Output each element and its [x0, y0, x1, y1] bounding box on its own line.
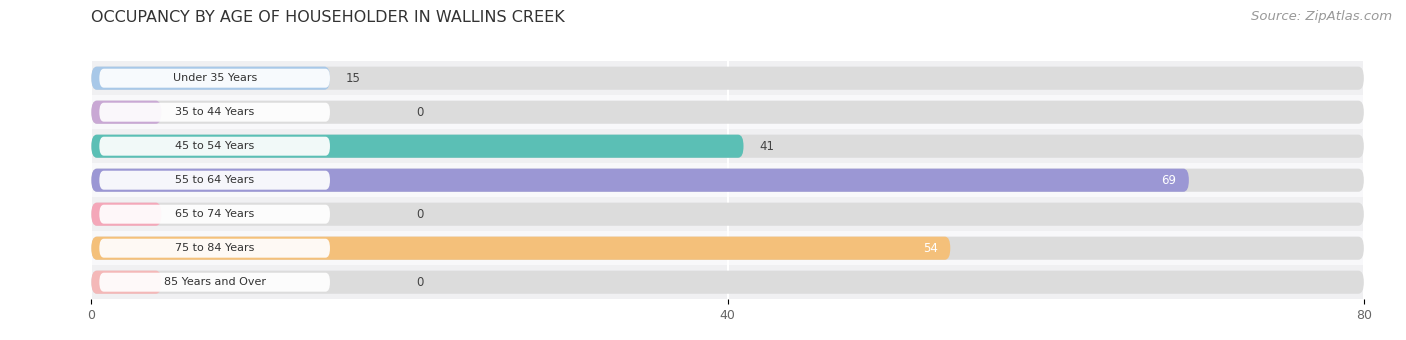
FancyBboxPatch shape — [91, 237, 1364, 260]
Text: 15: 15 — [346, 72, 361, 85]
FancyBboxPatch shape — [100, 239, 330, 258]
FancyBboxPatch shape — [100, 273, 330, 292]
Text: 69: 69 — [1161, 174, 1177, 187]
FancyBboxPatch shape — [100, 171, 330, 190]
FancyBboxPatch shape — [91, 67, 1364, 90]
Text: Source: ZipAtlas.com: Source: ZipAtlas.com — [1251, 10, 1392, 23]
Text: 41: 41 — [759, 140, 775, 153]
Bar — [91, 95, 1364, 129]
FancyBboxPatch shape — [91, 237, 950, 260]
Text: 35 to 44 Years: 35 to 44 Years — [174, 107, 254, 117]
Text: 0: 0 — [416, 276, 423, 289]
Text: 65 to 74 Years: 65 to 74 Years — [174, 209, 254, 219]
Bar — [91, 231, 1364, 265]
FancyBboxPatch shape — [91, 271, 1364, 294]
Bar — [91, 265, 1364, 299]
FancyBboxPatch shape — [91, 67, 330, 90]
Text: 54: 54 — [922, 242, 938, 255]
Bar — [91, 129, 1364, 163]
FancyBboxPatch shape — [100, 103, 330, 122]
FancyBboxPatch shape — [91, 203, 162, 226]
Bar — [91, 61, 1364, 95]
FancyBboxPatch shape — [91, 169, 1189, 192]
FancyBboxPatch shape — [91, 101, 1364, 124]
Text: 55 to 64 Years: 55 to 64 Years — [176, 175, 254, 185]
FancyBboxPatch shape — [91, 135, 744, 158]
Bar — [91, 197, 1364, 231]
FancyBboxPatch shape — [100, 69, 330, 88]
Text: 0: 0 — [416, 106, 423, 119]
Text: 75 to 84 Years: 75 to 84 Years — [174, 243, 254, 253]
FancyBboxPatch shape — [91, 135, 1364, 158]
Text: 0: 0 — [416, 208, 423, 221]
Text: 45 to 54 Years: 45 to 54 Years — [174, 141, 254, 151]
FancyBboxPatch shape — [91, 203, 1364, 226]
Bar — [91, 163, 1364, 197]
FancyBboxPatch shape — [100, 137, 330, 156]
Text: OCCUPANCY BY AGE OF HOUSEHOLDER IN WALLINS CREEK: OCCUPANCY BY AGE OF HOUSEHOLDER IN WALLI… — [91, 10, 565, 25]
Text: Under 35 Years: Under 35 Years — [173, 73, 257, 83]
FancyBboxPatch shape — [91, 169, 1364, 192]
FancyBboxPatch shape — [100, 205, 330, 224]
FancyBboxPatch shape — [91, 101, 162, 124]
Text: 85 Years and Over: 85 Years and Over — [163, 277, 266, 287]
FancyBboxPatch shape — [91, 271, 162, 294]
